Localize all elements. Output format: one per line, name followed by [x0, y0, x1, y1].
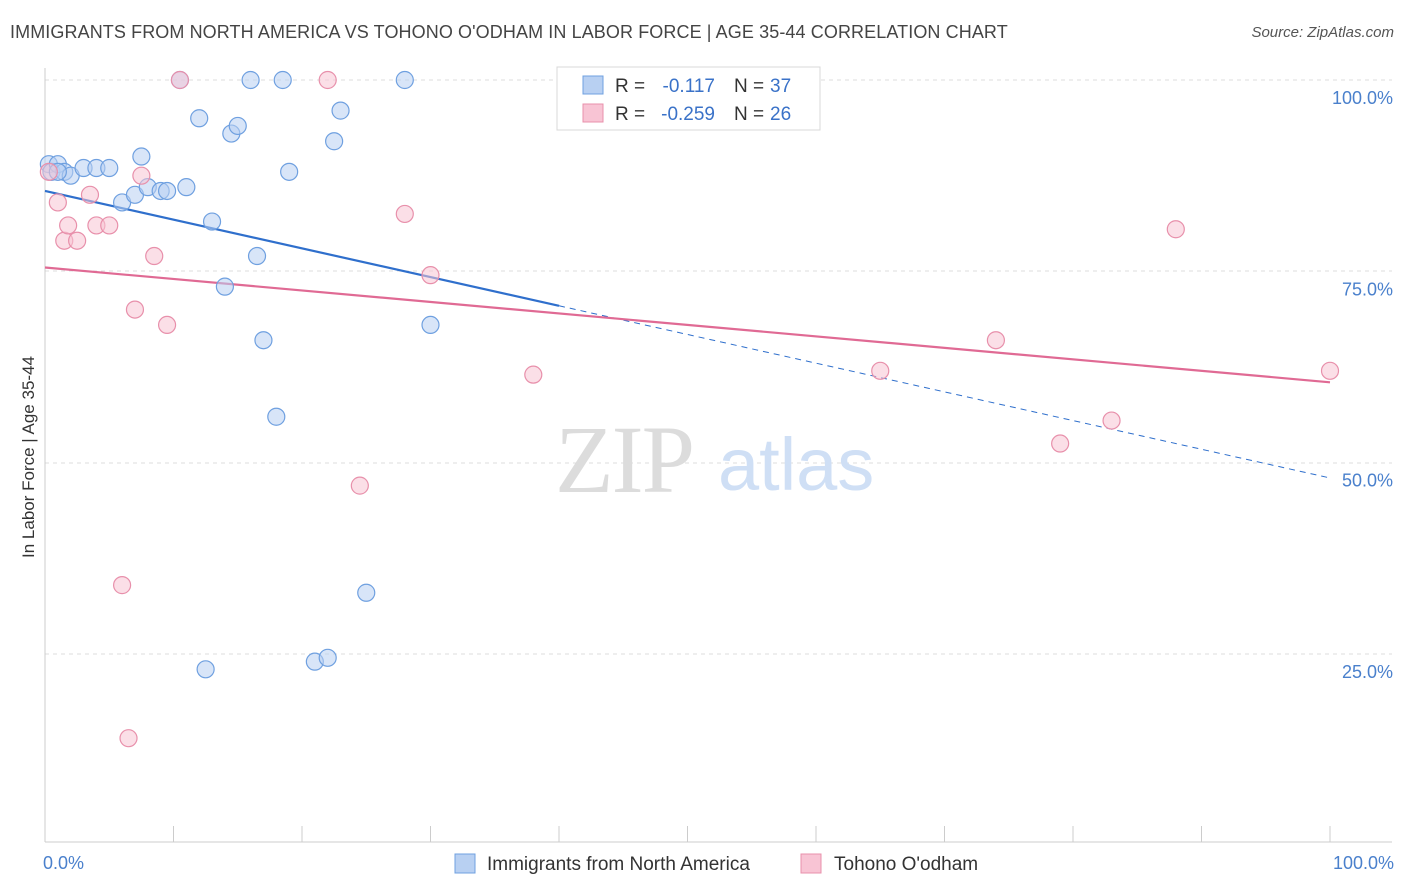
point-immigrants-north-america	[177, 178, 196, 197]
point-immigrants-north-america	[202, 212, 222, 231]
axes	[44, 68, 1392, 843]
bottom-legend: Immigrants from North America Tohono O'od…	[454, 853, 978, 875]
point-immigrants-north-america	[357, 583, 376, 602]
chart-title: IMMIGRANTS FROM NORTH AMERICA VS TOHONO …	[10, 22, 1008, 42]
point-immigrants-north-america	[157, 181, 177, 201]
point-tohono-oodham	[125, 300, 145, 319]
point-immigrants-north-america	[100, 158, 119, 178]
stats-legend-swatch	[582, 75, 604, 95]
point-immigrants-north-america	[254, 331, 273, 350]
stats-r-label: R =	[615, 104, 645, 125]
y-tick-label: 25.0%	[1342, 662, 1393, 682]
stats-n-label: N =	[734, 104, 764, 125]
point-tohono-oodham	[986, 331, 1006, 350]
point-tohono-oodham	[59, 216, 78, 235]
point-immigrants-north-america	[273, 70, 292, 90]
point-immigrants-north-america	[267, 407, 286, 426]
point-tohono-oodham	[871, 361, 890, 380]
y-axis-label: In Labor Force | Age 35-44	[19, 356, 38, 558]
trend-lines	[44, 189, 1331, 479]
zipatlas-watermark: ZIP atlas	[555, 406, 874, 513]
point-immigrants-north-america	[395, 70, 414, 90]
x-tick-labels: 0.0% 100.0%	[43, 853, 1394, 873]
point-tohono-oodham	[318, 70, 337, 90]
stats-r-value: -0.117	[663, 76, 715, 97]
watermark-zip: ZIP	[555, 406, 693, 513]
point-tohono-oodham	[395, 204, 414, 224]
trendline-immigrants-solid	[44, 189, 560, 307]
data-points	[39, 70, 1340, 748]
point-tohono-oodham	[80, 185, 100, 204]
point-immigrants-north-america	[228, 116, 247, 136]
point-immigrants-north-america	[132, 147, 151, 166]
point-tohono-oodham	[145, 246, 164, 266]
stats-r-value: -0.259	[661, 104, 715, 125]
point-tohono-oodham	[170, 70, 190, 90]
y-tick-label: 50.0%	[1342, 471, 1393, 491]
point-immigrants-north-america	[247, 246, 267, 266]
point-immigrants-north-america	[325, 132, 344, 151]
point-tohono-oodham	[39, 162, 58, 181]
point-immigrants-north-america	[215, 277, 234, 296]
point-immigrants-north-america	[196, 660, 215, 679]
point-immigrants-north-america	[190, 109, 209, 128]
trendline-tohono	[44, 266, 1331, 384]
point-tohono-oodham	[1166, 220, 1185, 239]
point-immigrants-north-america	[318, 648, 337, 667]
bottom-legend-label: Immigrants from North America	[487, 854, 750, 875]
point-tohono-oodham	[68, 231, 87, 250]
y-tick-label: 75.0%	[1342, 279, 1393, 299]
point-immigrants-north-america	[331, 101, 350, 120]
stats-r-label: R =	[615, 76, 645, 97]
bottom-legend-swatch	[800, 853, 822, 874]
point-immigrants-north-america	[421, 315, 440, 335]
point-tohono-oodham	[119, 729, 138, 748]
point-immigrants-north-america	[280, 162, 299, 181]
point-tohono-oodham	[132, 166, 151, 185]
stats-n-value: 26	[770, 104, 791, 125]
stats-n-value: 37	[770, 76, 791, 97]
x-tick-label-max: 100.0%	[1333, 853, 1394, 873]
bottom-legend-swatch	[454, 853, 476, 874]
y-tick-labels: 25.0% 50.0% 75.0% 100.0%	[1332, 88, 1393, 682]
source-label: Source: ZipAtlas.com	[1251, 24, 1394, 41]
point-tohono-oodham	[524, 365, 543, 384]
bottom-legend-label: Tohono O'odham	[834, 854, 978, 875]
grid-lines	[45, 79, 1392, 655]
watermark-atlas: atlas	[718, 423, 874, 506]
point-immigrants-north-america	[241, 70, 260, 90]
point-tohono-oodham	[157, 315, 177, 335]
stats-legend: R = -0.117 N = 37 R = -0.259 N = 26	[556, 66, 821, 131]
point-tohono-oodham	[112, 576, 132, 595]
stats-legend-swatch	[582, 103, 604, 123]
x-tick-label-min: 0.0%	[43, 853, 84, 873]
point-tohono-oodham	[1102, 411, 1121, 430]
point-tohono-oodham	[48, 193, 67, 212]
point-tohono-oodham	[1051, 434, 1070, 453]
stats-n-label: N =	[734, 76, 764, 97]
point-tohono-oodham	[100, 216, 119, 235]
y-tick-label: 100.0%	[1332, 88, 1393, 108]
point-tohono-oodham	[1320, 361, 1340, 380]
point-tohono-oodham	[350, 476, 369, 495]
point-tohono-oodham	[421, 266, 440, 285]
